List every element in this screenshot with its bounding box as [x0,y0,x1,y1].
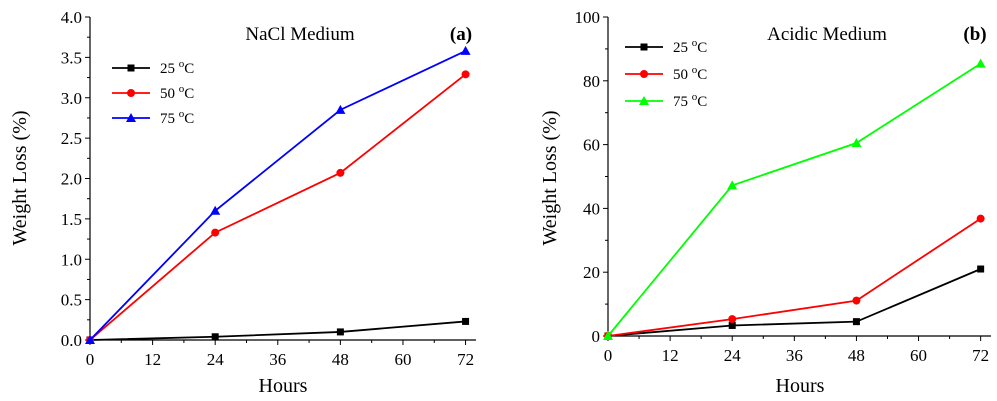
legend-item-0: 25 oC [625,37,707,56]
x-tick-label: 72 [972,346,989,365]
data-point-2-legend [639,96,649,105]
panel-label: (b) [963,24,986,45]
x-tick-label: 48 [848,346,865,365]
legend-label: 75 oC [160,108,194,127]
data-point-1-1 [728,315,737,324]
x-tick-label: 60 [394,350,411,369]
legend-label: 75 oC [673,91,707,110]
x-tick-label: 36 [786,346,803,365]
legend-label: 50 oC [160,83,194,102]
y-tick-label: 100 [575,8,601,27]
data-point-0-3 [977,265,985,273]
legend-item-2: 75 oC [625,91,707,110]
x-tick-label: 0 [86,350,95,369]
data-point-2-2 [851,138,862,148]
data-point-2-0 [603,331,613,340]
data-point-0-legend [640,43,648,51]
chart-title: NaCl Medium [245,24,354,45]
data-point-0-3 [462,317,470,325]
y-tick-label: 40 [583,199,600,218]
x-tick-label: 24 [207,350,225,369]
x-tick-label: 36 [269,350,286,369]
x-tick-label: 12 [662,346,679,365]
data-point-1-1 [211,228,220,237]
y-tick-label: 0 [592,327,601,346]
y-tick-label: 1.5 [61,210,82,229]
data-point-0-1 [211,333,219,341]
y-axis-title: Weight Loss (%) [539,110,561,245]
data-point-2-3 [460,45,471,55]
series-line-2 [89,50,466,341]
x-tick-label: 12 [144,350,161,369]
series-line-2 [607,62,982,337]
legend-item-0: 25 oC [112,58,194,77]
chart-title: Acidic Medium [767,24,887,45]
data-point-1-3 [461,70,470,79]
y-tick-label: 3.5 [61,48,82,67]
y-tick-label: 2.5 [61,129,82,148]
data-point-0-legend [127,64,135,72]
y-tick-label: 80 [583,72,600,91]
series-line-1 [89,73,467,341]
panel-label: (a) [450,24,472,45]
data-point-2-0 [85,335,95,344]
data-point-0-1 [728,321,736,329]
data-point-2-legend [126,113,136,122]
data-point-2-1 [727,180,738,190]
data-point-0-2 [336,328,344,336]
series-line-0 [607,268,981,337]
y-tick-label: 1.0 [61,250,82,269]
y-tick-label: 4.0 [61,8,82,27]
y-tick-label: 0.5 [61,291,82,310]
legend-item-1: 50 oC [625,64,707,83]
y-tick-label: 0.0 [61,331,82,350]
data-point-2-1 [210,205,221,215]
x-tick-label: 72 [457,350,474,369]
legend-item-1: 50 oC [112,83,194,102]
x-tick-label: 48 [332,350,349,369]
chart-panel-nacl: NaCl Medium (a) Hours Weight Loss (%) 0.… [9,8,476,397]
series-line-0 [89,320,466,341]
legend-item-2: 75 oC [112,108,194,127]
x-axis-title: Hours [776,375,825,397]
y-tick-label: 2.0 [61,170,82,189]
legend-label: 25 oC [160,58,194,77]
chart-panel-acidic: Acidic Medium (b) Hours Weight Loss (%) … [539,8,991,397]
data-point-1-3 [976,214,985,223]
data-point-2-2 [335,104,346,114]
x-tick-label: 24 [724,346,742,365]
data-point-1-legend [127,89,135,97]
x-axis-title: Hours [259,375,308,397]
data-point-1-legend [640,70,648,78]
data-point-2-3 [975,58,986,68]
data-point-0-2 [852,318,860,326]
y-tick-label: 60 [583,136,600,155]
data-point-1-2 [852,296,861,305]
data-point-1-2 [336,168,345,177]
y-axis-title: Weight Loss (%) [9,110,31,245]
legend-label: 25 oC [673,37,707,56]
legend-label: 50 oC [673,64,707,83]
x-tick-label: 0 [604,346,613,365]
series-line-1 [607,217,982,337]
x-tick-label: 60 [910,346,927,365]
y-tick-label: 20 [583,263,600,282]
y-tick-label: 3.0 [61,89,82,108]
